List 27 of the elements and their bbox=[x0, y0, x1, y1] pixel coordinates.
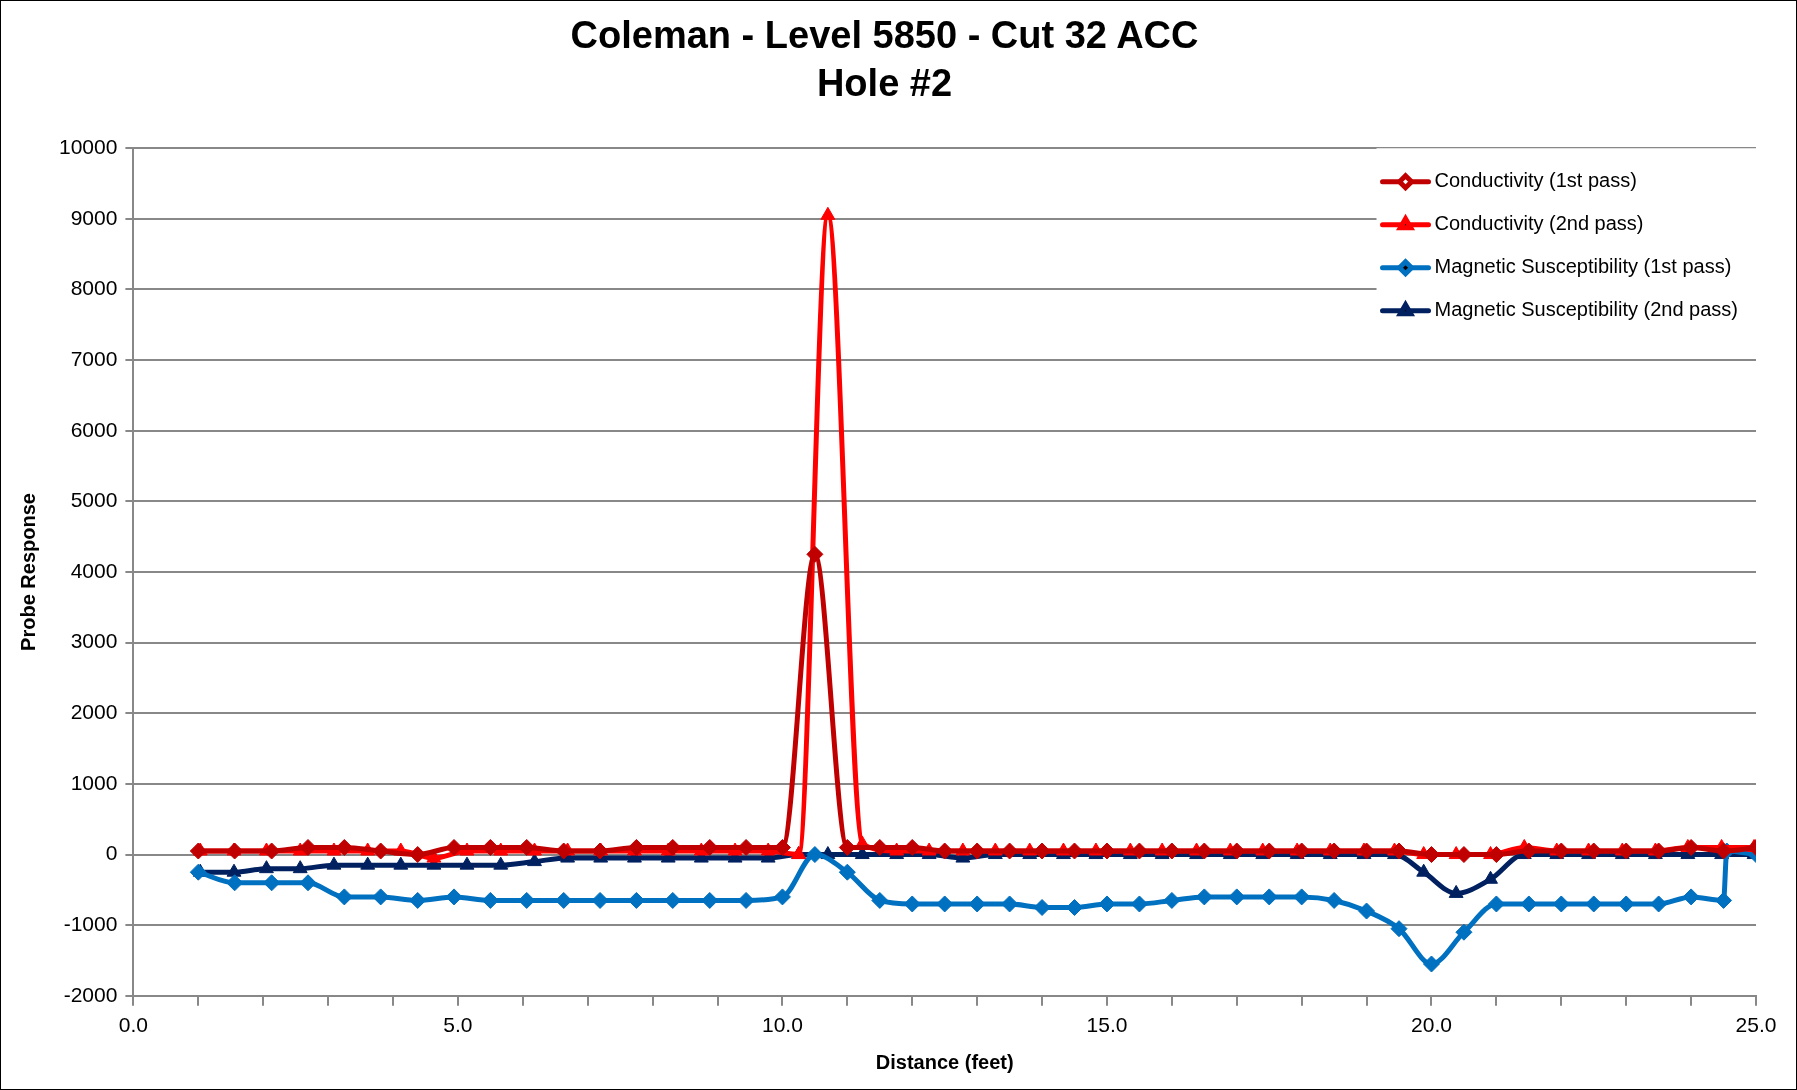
x-tick-label: 25.0 bbox=[1735, 1013, 1777, 1037]
x-tick-label: 0.0 bbox=[118, 1013, 148, 1037]
y-tick-label: 6000 bbox=[70, 417, 118, 441]
x-tick-label: 5.0 bbox=[443, 1013, 473, 1037]
chart-title: Coleman - Level 5850 - Cut 32 ACC bbox=[570, 14, 1199, 57]
legend-label: Conductivity (1st pass) bbox=[1434, 169, 1637, 192]
y-tick-label: -1000 bbox=[63, 911, 118, 935]
chart-subtitle: Hole #2 bbox=[816, 61, 953, 104]
x-axis-title: Distance (feet) bbox=[875, 1050, 1014, 1073]
y-tick-label: 1000 bbox=[70, 770, 118, 794]
x-tick-label: 10.0 bbox=[762, 1013, 803, 1037]
y-tick-label: 4000 bbox=[70, 558, 118, 582]
y-tick-label: 7000 bbox=[70, 346, 118, 370]
x-tick-label: 15.0 bbox=[1086, 1013, 1128, 1037]
legend-label: Magnetic Susceptibility (1st pass) bbox=[1434, 255, 1732, 278]
x-tick-label: 20.0 bbox=[1411, 1013, 1452, 1037]
y-tick-label: 5000 bbox=[70, 488, 118, 512]
y-tick-label: 10000 bbox=[58, 135, 118, 158]
y-tick-label: 3000 bbox=[70, 629, 118, 653]
y-tick-label: 2000 bbox=[70, 700, 118, 724]
y-tick-label: 0 bbox=[105, 841, 118, 865]
y-tick-label: 9000 bbox=[70, 205, 118, 229]
legend-label: Magnetic Susceptibility (2nd pass) bbox=[1434, 298, 1739, 321]
y-axis-title: Probe Response bbox=[16, 493, 39, 651]
legend-label: Conductivity (2nd pass) bbox=[1434, 212, 1644, 235]
y-tick-label: -2000 bbox=[63, 982, 118, 1006]
y-tick-label: 8000 bbox=[70, 276, 118, 300]
